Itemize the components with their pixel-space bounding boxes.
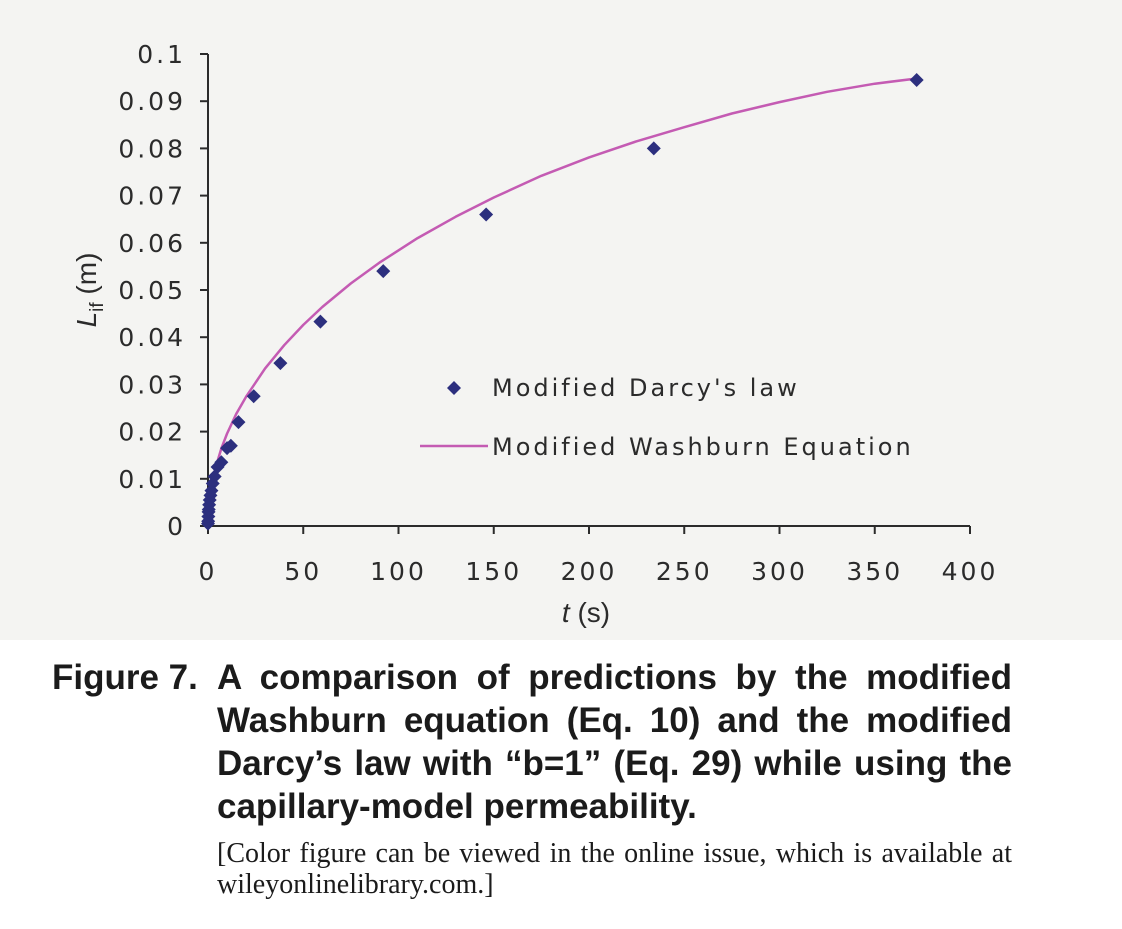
y-tick-label: 0.03 [118,370,186,399]
darcy-data-point [376,264,391,279]
y-tick-label: 0.1 [137,40,186,69]
x-tick-label: 350 [846,557,903,586]
darcy-data-point [479,207,494,222]
x-tick-label: 100 [370,557,427,586]
x-axis-label: t (s) [562,597,610,628]
darcy-data-point [273,356,288,371]
chart: 0 0.01 0.02 0.03 0.04 0.05 0.06 0.07 0.08 0.09 0.1… [71,40,999,628]
x-tick-label: 200 [561,557,618,586]
caption-label: Figure 7. [52,658,198,697]
x-tick-label: 150 [465,557,522,586]
series [201,72,924,531]
y-tick-label: 0.02 [118,418,186,447]
caption-main: Figure 7. A comparison of predictions by… [52,656,1012,828]
caption-note: [Color figure can be viewed in the onlin… [217,838,1012,900]
axes [200,53,971,534]
figure-panel: 0 0.01 0.02 0.03 0.04 0.05 0.06 0.07 0.08 0.09 0.1… [0,0,1122,640]
x-tick-label: 50 [284,557,322,586]
x-tick-label: 300 [751,557,808,586]
legend-marker-diamond [447,381,461,395]
figure-caption: Figure 7. A comparison of predictions by… [52,656,1012,900]
x-tick-label: 0 [199,557,218,586]
darcy-data-point [909,72,924,87]
y-tick-label: 0.09 [118,87,186,116]
y-tick-label: 0 [167,512,186,541]
legend-label-darcy: Modified Darcy's law [492,374,800,402]
darcy-data-point [246,389,261,404]
y-tick-label: 0.05 [118,276,186,305]
legend-label-washburn: Modified Washburn Equation [492,433,914,461]
y-tick-label: 0.06 [118,229,186,258]
darcy-data-point [223,438,238,453]
y-tick-label: 0.01 [118,465,186,494]
darcy-data-point [313,314,328,329]
x-tick-label: 400 [942,557,999,586]
caption-text: A comparison of predictions by the modif… [217,658,1012,826]
y-tick-label: 0.08 [118,134,186,163]
x-tick-label: 250 [656,557,713,586]
y-tick-label: 0.04 [118,323,186,352]
y-axis-label: Lif (m) [71,253,108,328]
legend: Modified Darcy's law Modified Washburn E… [420,374,914,461]
darcy-data-point [646,141,661,156]
darcy-data-point [214,455,229,470]
y-tick-label: 0.07 [118,182,186,211]
darcy-data-point [231,415,246,430]
tick-labels: 0 0.01 0.02 0.03 0.04 0.05 0.06 0.07 0.08 0.09 0.1… [118,40,999,586]
